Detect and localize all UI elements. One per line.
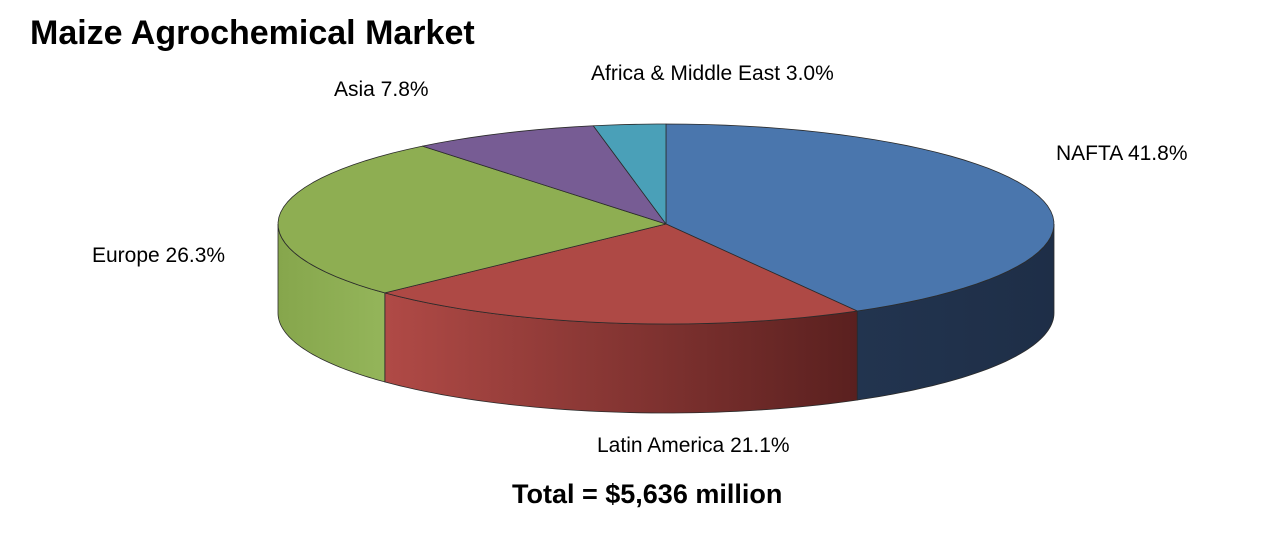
pie-slice-africa-middle-east [592,123,667,225]
slice-label-europe: Europe 26.3% [92,244,225,267]
chart-title: Maize Agrochemical Market [30,14,475,52]
total-label: Total = $5,636 million [512,479,783,509]
pie-slice-latin-america [384,223,858,325]
slice-label-latin-america: Latin America 21.1% [597,434,790,457]
pie-slice-asia [422,125,667,225]
slice-label-africa-middle-east: Africa & Middle East 3.0% [591,62,834,85]
pie-slice-europe [277,145,667,294]
slice-label-asia: Asia 7.8% [334,78,429,101]
slice-label-nafta: NAFTA 41.8% [1056,142,1188,165]
pie-slice-nafta [665,123,1055,312]
